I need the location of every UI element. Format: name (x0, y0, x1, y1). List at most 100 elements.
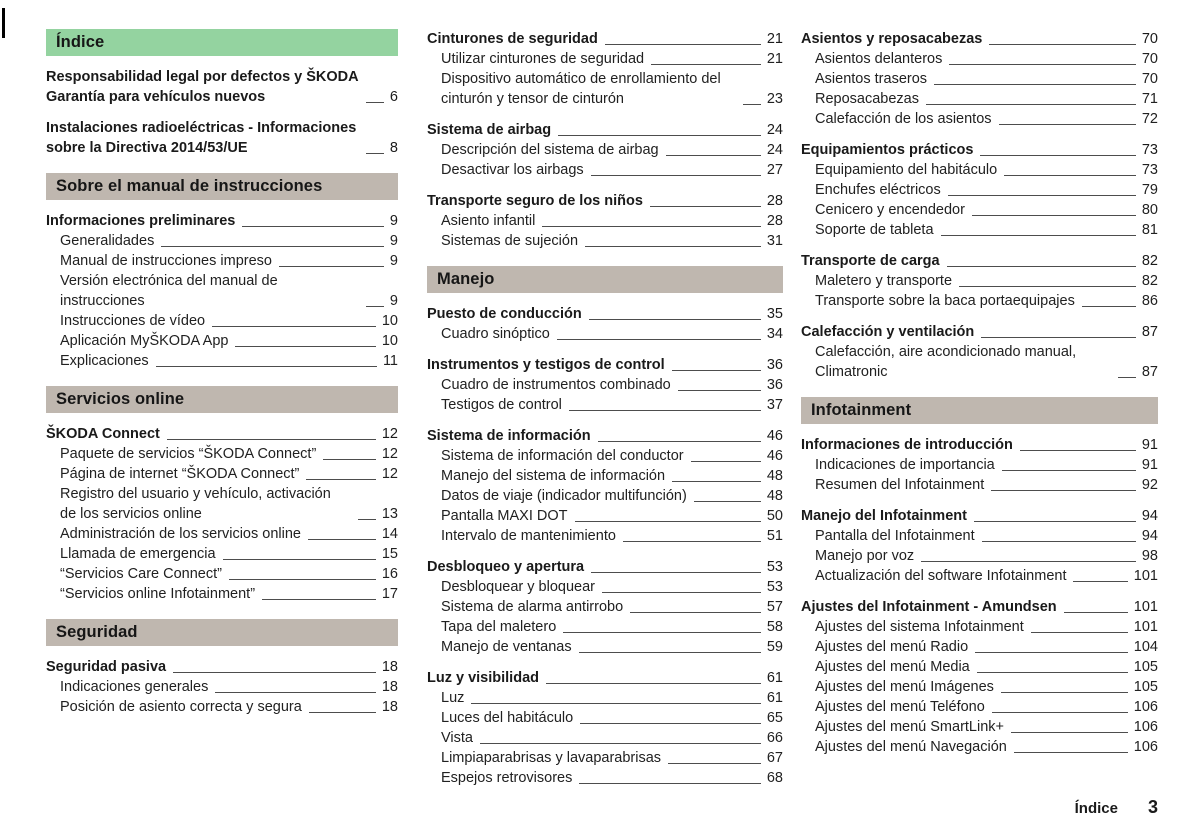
toc-entry[interactable]: Ajustes del menú Navegación 106 (801, 737, 1158, 757)
leader-line (578, 652, 761, 653)
leader-line (604, 44, 761, 45)
toc-group-title[interactable]: Informaciones de introducción 91 (801, 435, 1158, 455)
entry-title: Ajustes del menú Imágenes (815, 679, 994, 695)
toc-entry[interactable]: Cuadro sinóptico 34 (427, 324, 783, 344)
toc-entry[interactable]: Ajustes del sistema Infotainment 101 (801, 617, 1158, 637)
toc-entry[interactable]: Generalidades 9 (46, 231, 398, 251)
toc-entry[interactable]: Espejos retrovisores 68 (427, 768, 783, 788)
toc-entry[interactable]: Versión electrónica del manual de instru… (46, 271, 398, 311)
toc-entry[interactable]: Manejo por voz 98 (801, 546, 1158, 566)
toc-entry[interactable]: Registro del usuario y vehículo, activac… (46, 484, 398, 524)
leader-line (668, 763, 761, 764)
entry-page-number: 101 (1133, 599, 1158, 615)
toc-entry[interactable]: Soporte de tableta 81 (801, 220, 1158, 240)
toc-entry[interactable]: Calefacción, aire acondicionado manual, … (801, 342, 1158, 382)
toc-entry[interactable]: Sistema de alarma antirrobo 57 (427, 597, 783, 617)
toc-entry[interactable]: Manual de instrucciones impreso 9 (46, 251, 398, 271)
entry-title: Tapa del maletero (441, 619, 557, 635)
toc-group-title[interactable]: Manejo del Infotainment 94 (801, 506, 1158, 526)
toc-entry[interactable]: “Servicios online Infotainment” 17 (46, 584, 398, 604)
toc-entry[interactable]: Testigos de control 37 (427, 395, 783, 415)
toc-group-title[interactable]: Equipamientos prácticos 73 (801, 140, 1158, 160)
entry-page-number: 73 (1141, 142, 1158, 158)
toc-entry[interactable]: Limpiaparabrisas y lavaparabrisas 67 (427, 748, 783, 768)
toc-entry[interactable]: Maletero y transporte 82 (801, 271, 1158, 291)
toc-group-title[interactable]: Informaciones preliminares 9 (46, 211, 398, 231)
toc-entry[interactable]: Cuadro de instrumentos combinado 36 (427, 375, 783, 395)
toc-entry[interactable]: Intervalo de mantenimiento 51 (427, 526, 783, 546)
toc-entry[interactable]: Luces del habitáculo 65 (427, 708, 783, 728)
toc-entry[interactable]: Instrucciones de vídeo 10 (46, 311, 398, 331)
toc-entry[interactable]: Pantalla del Infotainment 94 (801, 526, 1158, 546)
toc-group-title[interactable]: Responsabilidad legal por defectos y ŠKO… (46, 67, 398, 107)
toc-entry[interactable]: Manejo de ventanas 59 (427, 637, 783, 657)
toc-entry[interactable]: Ajustes del menú Media 105 (801, 657, 1158, 677)
toc-entry[interactable]: Enchufes eléctricos 79 (801, 180, 1158, 200)
toc-entry[interactable]: Ajustes del menú SmartLink+ 106 (801, 717, 1158, 737)
toc-group-title[interactable]: Transporte seguro de los niños 28 (427, 191, 783, 211)
toc-group-title[interactable]: Calefacción y ventilación 87 (801, 322, 1158, 342)
toc-entry[interactable]: Sistemas de sujeción 31 (427, 231, 783, 251)
toc-group: Informaciones preliminares 9 Generalidades… (46, 211, 398, 371)
toc-entry[interactable]: Asientos traseros 70 (801, 69, 1158, 89)
entry-title: Luces del habitáculo (441, 710, 574, 726)
toc-entry[interactable]: Página de internet “ŠKODA Connect” 12 (46, 464, 398, 484)
toc-entry[interactable]: Calefacción de los asientos 72 (801, 109, 1158, 129)
toc-group-title[interactable]: ŠKODA Connect 12 (46, 424, 398, 444)
leader-line (1081, 306, 1136, 307)
toc-entry[interactable]: Pantalla MAXI DOT 50 (427, 506, 783, 526)
entry-title: Desactivar los airbags (441, 162, 584, 178)
entry-page-number: 72 (1141, 111, 1158, 127)
toc-entry[interactable]: Vista 66 (427, 728, 783, 748)
toc-entry[interactable]: Utilizar cinturones de seguridad 21 (427, 49, 783, 69)
entry-page-number: 105 (1133, 679, 1158, 695)
toc-entry[interactable]: Llamada de emergencia 15 (46, 544, 398, 564)
toc-group-title[interactable]: Asientos y reposacabezas 70 (801, 29, 1158, 49)
toc-group-title[interactable]: Sistema de información 46 (427, 426, 783, 446)
toc-entry[interactable]: Descripción del sistema de airbag 24 (427, 140, 783, 160)
entry-title: Versión electrónica del manual de instru… (60, 273, 278, 309)
toc-group-title[interactable]: Cinturones de seguridad 21 (427, 29, 783, 49)
toc-entry[interactable]: Actualización del software Infotainment 1… (801, 566, 1158, 586)
toc-entry[interactable]: Administración de los servicios online 14 (46, 524, 398, 544)
toc-entry[interactable]: Ajustes del menú Teléfono 106 (801, 697, 1158, 717)
entry-title: Asientos y reposacabezas (801, 31, 983, 47)
toc-entry[interactable]: Manejo del sistema de información 48 (427, 466, 783, 486)
toc-entry[interactable]: Cenicero y encendedor 80 (801, 200, 1158, 220)
toc-entry[interactable]: Paquete de servicios “ŠKODA Connect” 12 (46, 444, 398, 464)
toc-group-title[interactable]: Ajustes del Infotainment - Amundsen 101 (801, 597, 1158, 617)
toc-entry[interactable]: Posición de asiento correcta y segura 18 (46, 697, 398, 717)
entry-page-number: 91 (1141, 457, 1158, 473)
toc-group-title[interactable]: Sistema de airbag 24 (427, 120, 783, 140)
toc-entry[interactable]: Resumen del Infotainment 92 (801, 475, 1158, 495)
toc-entry[interactable]: Aplicación MyŠKODA App 10 (46, 331, 398, 351)
toc-entry[interactable]: Indicaciones de importancia 91 (801, 455, 1158, 475)
toc-entry[interactable]: Desactivar los airbags 27 (427, 160, 783, 180)
toc-group-title[interactable]: Transporte de carga 82 (801, 251, 1158, 271)
toc-entry[interactable]: Sistema de información del conductor 46 (427, 446, 783, 466)
toc-entry[interactable]: Explicaciones 11 (46, 351, 398, 371)
toc-entry[interactable]: Luz 61 (427, 688, 783, 708)
toc-entry[interactable]: Asiento infantil 28 (427, 211, 783, 231)
toc-entry[interactable]: Datos de viaje (indicador multifunción) 4… (427, 486, 783, 506)
toc-entry[interactable]: Reposacabezas 71 (801, 89, 1158, 109)
toc-group-title[interactable]: Instalaciones radioeléctricas - Informac… (46, 118, 398, 158)
toc-entry[interactable]: Equipamiento del habitáculo 73 (801, 160, 1158, 180)
toc-group-title[interactable]: Luz y visibilidad 61 (427, 668, 783, 688)
toc-entry[interactable]: Transporte sobre la baca portaequipajes 8… (801, 291, 1158, 311)
toc-group-title[interactable]: Desbloqueo y apertura 53 (427, 557, 783, 577)
entry-title: Paquete de servicios “ŠKODA Connect” (60, 446, 317, 462)
toc-entry[interactable]: Desbloquear y bloquear 53 (427, 577, 783, 597)
toc-entry[interactable]: Ajustes del menú Radio 104 (801, 637, 1158, 657)
toc-entry[interactable]: Dispositivo automático de enrollamiento … (427, 69, 783, 109)
leader-line (946, 266, 1136, 267)
toc-entry[interactable]: Ajustes del menú Imágenes 105 (801, 677, 1158, 697)
toc-entry[interactable]: Indicaciones generales 18 (46, 677, 398, 697)
entry-title: Informaciones de introducción (801, 437, 1013, 453)
toc-group-title[interactable]: Seguridad pasiva 18 (46, 657, 398, 677)
toc-entry[interactable]: Asientos delanteros 70 (801, 49, 1158, 69)
toc-entry[interactable]: “Servicios Care Connect” 16 (46, 564, 398, 584)
toc-group-title[interactable]: Instrumentos y testigos de control 36 (427, 355, 783, 375)
toc-group-title[interactable]: Puesto de conducción 35 (427, 304, 783, 324)
toc-entry[interactable]: Tapa del maletero 58 (427, 617, 783, 637)
